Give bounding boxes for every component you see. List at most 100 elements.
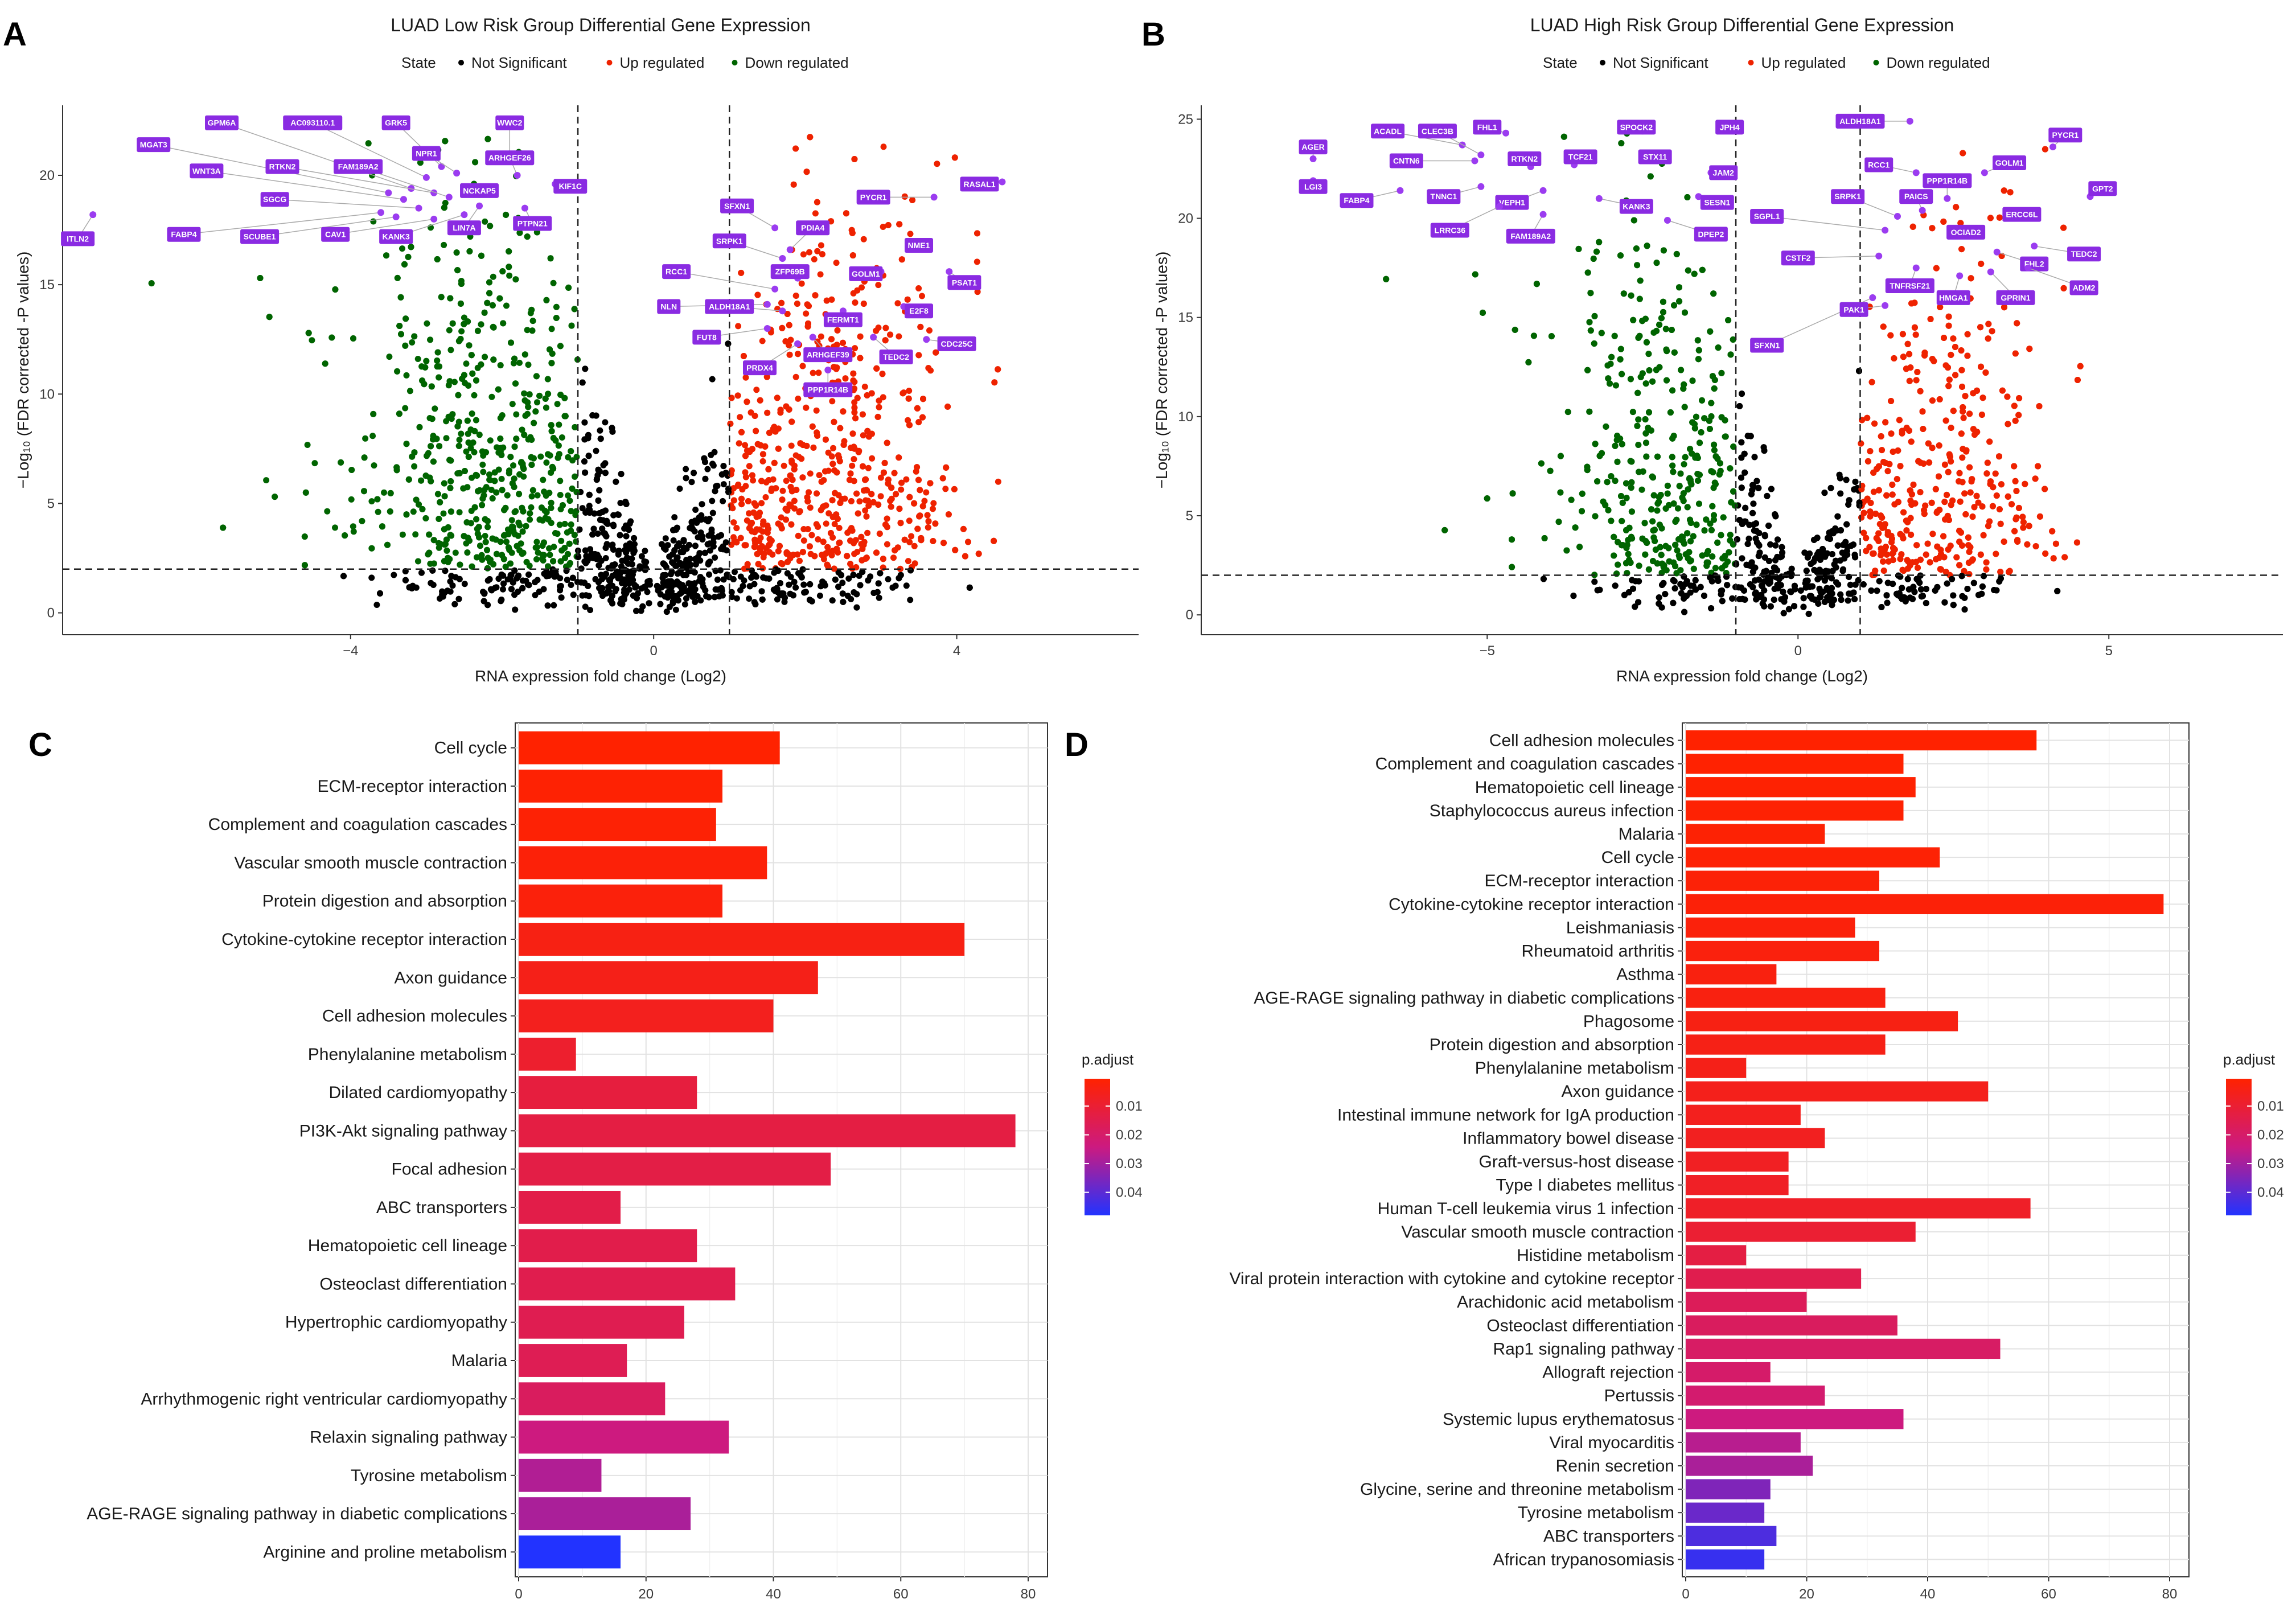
data-point: [822, 468, 828, 475]
data-point: [615, 550, 622, 557]
data-point: [765, 542, 772, 549]
data-point: [896, 333, 902, 340]
data-point: [441, 241, 447, 248]
data-point: [506, 467, 512, 474]
gene-point: [779, 255, 786, 262]
data-point: [742, 474, 749, 480]
data-point: [659, 574, 666, 581]
data-point: [504, 492, 511, 499]
data-point: [488, 487, 495, 493]
data-point: [882, 521, 889, 528]
data-point: [498, 475, 505, 482]
data-point: [520, 577, 526, 584]
data-point: [454, 267, 461, 274]
data-point: [589, 531, 596, 538]
data-point: [783, 516, 789, 523]
data-point: [543, 568, 550, 575]
data-point: [703, 516, 709, 523]
gene-label-text: CAV1: [325, 230, 346, 239]
data-point: [901, 193, 908, 200]
data-point: [565, 454, 572, 461]
data-point: [449, 411, 456, 418]
data-point: [751, 413, 758, 419]
data-point: [328, 334, 335, 341]
data-point: [507, 560, 514, 567]
data-point: [526, 391, 533, 398]
data-point: [814, 490, 820, 497]
data-point: [792, 145, 799, 152]
data-point: [952, 546, 959, 553]
data-point: [689, 525, 696, 532]
y-axis-label: −Log₁₀ (FDR corrected -P values): [1153, 252, 1170, 489]
data-point: [816, 593, 823, 599]
data-point: [842, 375, 849, 382]
data-point: [799, 549, 806, 556]
data-point: [877, 570, 884, 577]
data-point: [749, 472, 755, 479]
data-point: [709, 509, 716, 516]
data-point: [856, 498, 863, 505]
data-point: [498, 572, 505, 578]
data-point: [782, 338, 789, 345]
data-point: [482, 354, 488, 360]
data-point: [720, 498, 726, 504]
data-point: [804, 301, 811, 308]
data-point: [884, 439, 890, 446]
data-point: [758, 500, 765, 507]
data-point: [617, 532, 623, 539]
data-point: [710, 535, 717, 541]
gene-label-box: [879, 349, 913, 364]
data-point: [629, 555, 635, 562]
data-point: [903, 582, 910, 589]
data-point: [852, 345, 859, 352]
data-point: [793, 487, 800, 493]
gene-label-box: [712, 233, 746, 249]
data-point: [443, 435, 450, 442]
data-point: [575, 554, 582, 561]
data-point: [621, 593, 628, 599]
data-point: [906, 494, 913, 500]
data-point: [340, 573, 347, 579]
data-point: [632, 584, 639, 591]
data-point: [589, 412, 596, 419]
legend-swatch: [1748, 60, 1754, 65]
data-point: [402, 342, 409, 349]
data-point: [847, 470, 854, 477]
data-point: [393, 467, 400, 474]
data-point: [864, 428, 871, 434]
data-point: [873, 365, 880, 372]
chart-title: LUAD High Risk Group Differential Gene E…: [1530, 15, 1954, 35]
data-point: [753, 387, 760, 393]
data-point: [402, 315, 409, 322]
data-point: [614, 511, 621, 518]
data-point: [564, 550, 571, 557]
data-point: [851, 456, 857, 463]
data-point: [694, 593, 701, 599]
data-point: [905, 558, 911, 565]
data-point: [673, 524, 680, 531]
data-point: [831, 364, 837, 371]
data-point: [816, 472, 823, 479]
data-point: [416, 424, 423, 430]
data-point: [558, 434, 565, 441]
data-point: [730, 576, 737, 582]
data-point: [806, 249, 812, 256]
data-point: [461, 581, 468, 587]
data-point: [417, 159, 424, 166]
data-point: [868, 390, 875, 397]
data-point: [618, 471, 625, 478]
data-point: [527, 510, 533, 517]
gene-leader-line: [335, 219, 434, 235]
data-point: [511, 475, 517, 482]
gene-leader-line: [221, 122, 412, 189]
data-point: [833, 260, 840, 266]
data-point: [849, 229, 856, 236]
data-point: [452, 574, 459, 581]
data-point: [792, 584, 799, 591]
data-point: [642, 566, 648, 573]
data-point: [795, 351, 801, 357]
data-point: [458, 328, 465, 335]
gene-point: [461, 211, 468, 219]
data-point: [919, 414, 926, 421]
